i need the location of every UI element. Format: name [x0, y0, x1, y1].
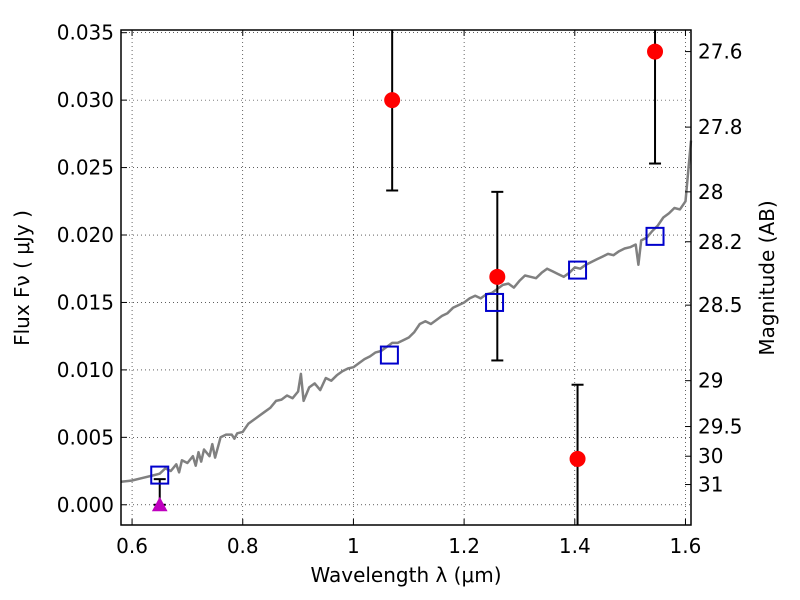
- x-axis-label: Wavelength λ (μm): [310, 563, 501, 587]
- synthetic-square-marker: [150, 465, 170, 485]
- x-tick-label: 0.6: [116, 534, 148, 558]
- y2-tick-label: 28: [698, 180, 723, 204]
- plot-frame: [120, 29, 692, 526]
- observed-point: [647, 43, 664, 60]
- y2-tick-label: 30: [698, 444, 723, 468]
- y2-tick-label: 29: [698, 369, 723, 393]
- y-tick-label: 0.005: [57, 425, 114, 449]
- upper-limit-triangle: [151, 496, 168, 512]
- synthetic-square-marker: [485, 292, 505, 312]
- y-tick-label: 0.015: [57, 290, 114, 314]
- y-tick-label: 0.035: [57, 21, 114, 45]
- observed-point: [384, 92, 401, 109]
- ticks-layer: 0.6 0.8 1 1.2 1.4 1.6 0.000 0.005 0.010 0.015 0.02…: [57, 21, 743, 558]
- y2-tick-label: 29.5: [698, 415, 743, 439]
- y2-axis-label: Magnitude (AB): [755, 200, 779, 355]
- y2-tick-label: 28.5: [698, 293, 743, 317]
- x-tick-label: 1.6: [670, 534, 702, 558]
- observed-point: [489, 268, 506, 285]
- x-tick-label: 1.2: [448, 534, 480, 558]
- y-tick-label: 0.010: [57, 358, 114, 382]
- x-tick-label: 1.4: [559, 534, 591, 558]
- y2-tick-label: 27.6: [698, 40, 743, 64]
- grid-lines: [121, 30, 691, 525]
- y-tick-label: 0.000: [57, 493, 114, 517]
- y2-tick-label: 31: [698, 473, 723, 497]
- y-axis-label: Flux Fν ( μJy ): [10, 210, 34, 346]
- x-tick-label: 0.8: [227, 534, 259, 558]
- observed-point: [569, 450, 586, 467]
- synthetic-square-marker: [568, 260, 588, 280]
- markers-layer: [150, 43, 665, 512]
- y-tick-label: 0.020: [57, 223, 114, 247]
- synthetic-square-marker: [379, 345, 399, 365]
- model-spectrum-layer: [120, 140, 693, 484]
- y-tick-label: 0.025: [57, 156, 114, 180]
- y-tick-label: 0.030: [57, 88, 114, 112]
- x-tick-label: 1: [347, 534, 360, 558]
- y2-tick-label: 28.2: [698, 230, 743, 254]
- model-spectrum-line: [120, 140, 693, 484]
- y2-tick-label: 27.8: [698, 115, 743, 139]
- synthetic-square-marker: [645, 226, 665, 246]
